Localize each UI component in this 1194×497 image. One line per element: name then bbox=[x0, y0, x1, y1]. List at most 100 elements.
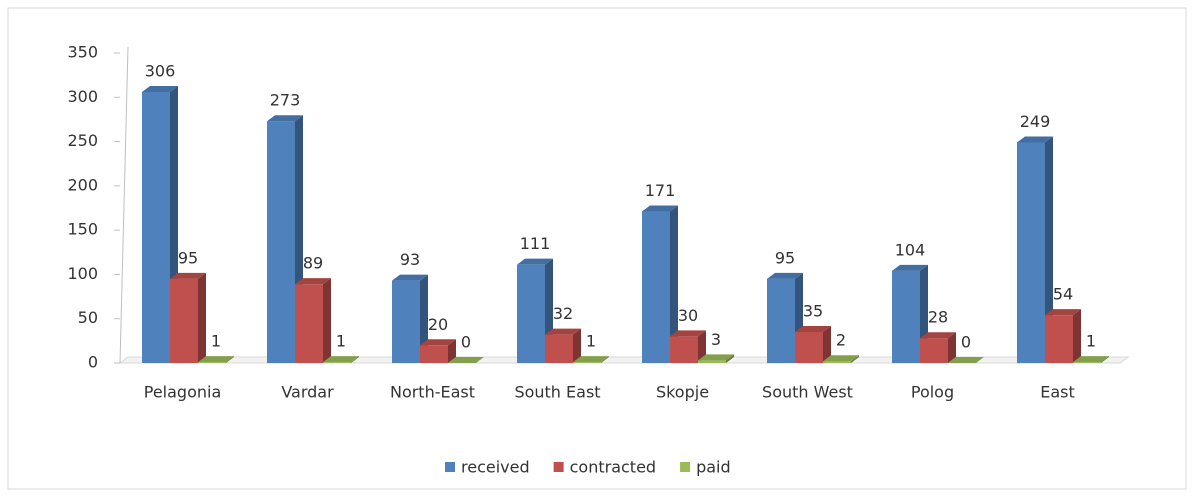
bar-top bbox=[198, 356, 234, 363]
data-label: 89 bbox=[303, 254, 323, 273]
bar bbox=[392, 274, 428, 363]
x-tick-label: Pelagonia bbox=[144, 383, 222, 402]
bar bbox=[1073, 356, 1109, 363]
bar-top bbox=[170, 272, 206, 279]
bar-side bbox=[670, 205, 678, 363]
x-tick-label: Polog bbox=[911, 383, 954, 402]
bar-side bbox=[1045, 136, 1053, 363]
bar-side bbox=[948, 332, 956, 363]
bar-front bbox=[392, 280, 420, 363]
legend-label: contracted bbox=[570, 458, 656, 477]
bar-top bbox=[823, 355, 859, 362]
y-tick-label: 200 bbox=[67, 175, 98, 194]
data-label: 104 bbox=[895, 240, 926, 259]
bar-front bbox=[267, 121, 295, 363]
data-label: 95 bbox=[178, 248, 198, 267]
bar-front bbox=[920, 338, 948, 363]
bar-front bbox=[795, 332, 823, 363]
bar-front bbox=[892, 270, 920, 363]
bar-front bbox=[573, 362, 601, 363]
bar-top bbox=[448, 357, 484, 363]
legend-swatch bbox=[553, 462, 564, 472]
bar-side bbox=[323, 278, 331, 363]
bar bbox=[295, 278, 331, 363]
bar bbox=[698, 354, 734, 363]
bar-side bbox=[601, 356, 609, 363]
x-tick-label: North-East bbox=[390, 383, 475, 402]
data-label: 1 bbox=[586, 332, 596, 351]
bar-side bbox=[573, 328, 581, 363]
bar-top bbox=[267, 115, 303, 122]
bar-side bbox=[823, 326, 831, 363]
bar-side bbox=[351, 356, 359, 363]
bar bbox=[642, 205, 678, 363]
bar-front bbox=[170, 278, 198, 363]
bar bbox=[823, 355, 859, 363]
data-label: 273 bbox=[270, 91, 301, 110]
bar-top bbox=[142, 85, 178, 92]
bar-side bbox=[851, 355, 859, 363]
legend-swatch bbox=[680, 462, 691, 472]
y-tick-label: 0 bbox=[88, 353, 98, 372]
bar bbox=[545, 328, 581, 363]
bar bbox=[1017, 136, 1053, 363]
y-tick-label: 350 bbox=[67, 43, 98, 62]
bar-top bbox=[1017, 136, 1053, 143]
data-label: 30 bbox=[678, 306, 698, 325]
bar-top bbox=[642, 205, 678, 212]
bar bbox=[920, 332, 956, 363]
x-tick-label: Skopje bbox=[656, 383, 709, 402]
data-label: 54 bbox=[1053, 285, 1073, 304]
data-label: 249 bbox=[1020, 112, 1051, 131]
legend-swatch bbox=[445, 462, 455, 472]
y-tick-label: 50 bbox=[78, 308, 98, 327]
legend-label: paid bbox=[696, 458, 731, 477]
bar bbox=[198, 356, 234, 363]
bar-top bbox=[948, 357, 984, 363]
bar-front bbox=[1073, 362, 1101, 363]
bar bbox=[420, 339, 456, 363]
y-tick-label: 100 bbox=[67, 264, 98, 283]
bar-top bbox=[323, 356, 359, 363]
data-label: 111 bbox=[520, 234, 551, 253]
bar-side bbox=[448, 339, 456, 363]
data-label: 32 bbox=[553, 304, 573, 323]
bar-front bbox=[823, 361, 851, 363]
bar-top bbox=[670, 330, 706, 337]
bar-top bbox=[545, 328, 581, 335]
bar bbox=[170, 272, 206, 363]
data-label: 1 bbox=[1086, 332, 1096, 351]
bar-top bbox=[420, 339, 456, 346]
bar-top bbox=[1045, 309, 1081, 316]
bar bbox=[948, 357, 984, 363]
bar-top bbox=[920, 332, 956, 339]
bar-side bbox=[198, 272, 206, 363]
data-label: 2 bbox=[836, 331, 846, 350]
bar-side bbox=[698, 330, 706, 363]
data-label: 0 bbox=[461, 333, 471, 352]
data-label: 3 bbox=[711, 330, 721, 349]
bar-side bbox=[1073, 309, 1081, 363]
bar bbox=[267, 115, 303, 363]
bar-front bbox=[1017, 142, 1045, 363]
bar-top bbox=[392, 274, 428, 281]
x-tick-label: South West bbox=[762, 383, 853, 402]
bar-side bbox=[726, 354, 734, 363]
data-label: 93 bbox=[400, 250, 420, 269]
bar-side bbox=[1101, 356, 1109, 363]
y-tick-label: 150 bbox=[67, 220, 98, 239]
bar-front bbox=[670, 336, 698, 363]
bar-front bbox=[420, 345, 448, 363]
legend-label: received bbox=[461, 458, 530, 477]
bar-top bbox=[517, 258, 553, 265]
data-label: 95 bbox=[775, 248, 795, 267]
data-label: 171 bbox=[645, 181, 676, 200]
bar-front bbox=[767, 278, 795, 363]
data-label: 35 bbox=[803, 302, 823, 321]
bar-top bbox=[573, 356, 609, 363]
bar-front bbox=[517, 264, 545, 363]
x-tick-label: East bbox=[1040, 383, 1075, 402]
bar-front bbox=[545, 334, 573, 363]
bar-top bbox=[698, 354, 734, 361]
